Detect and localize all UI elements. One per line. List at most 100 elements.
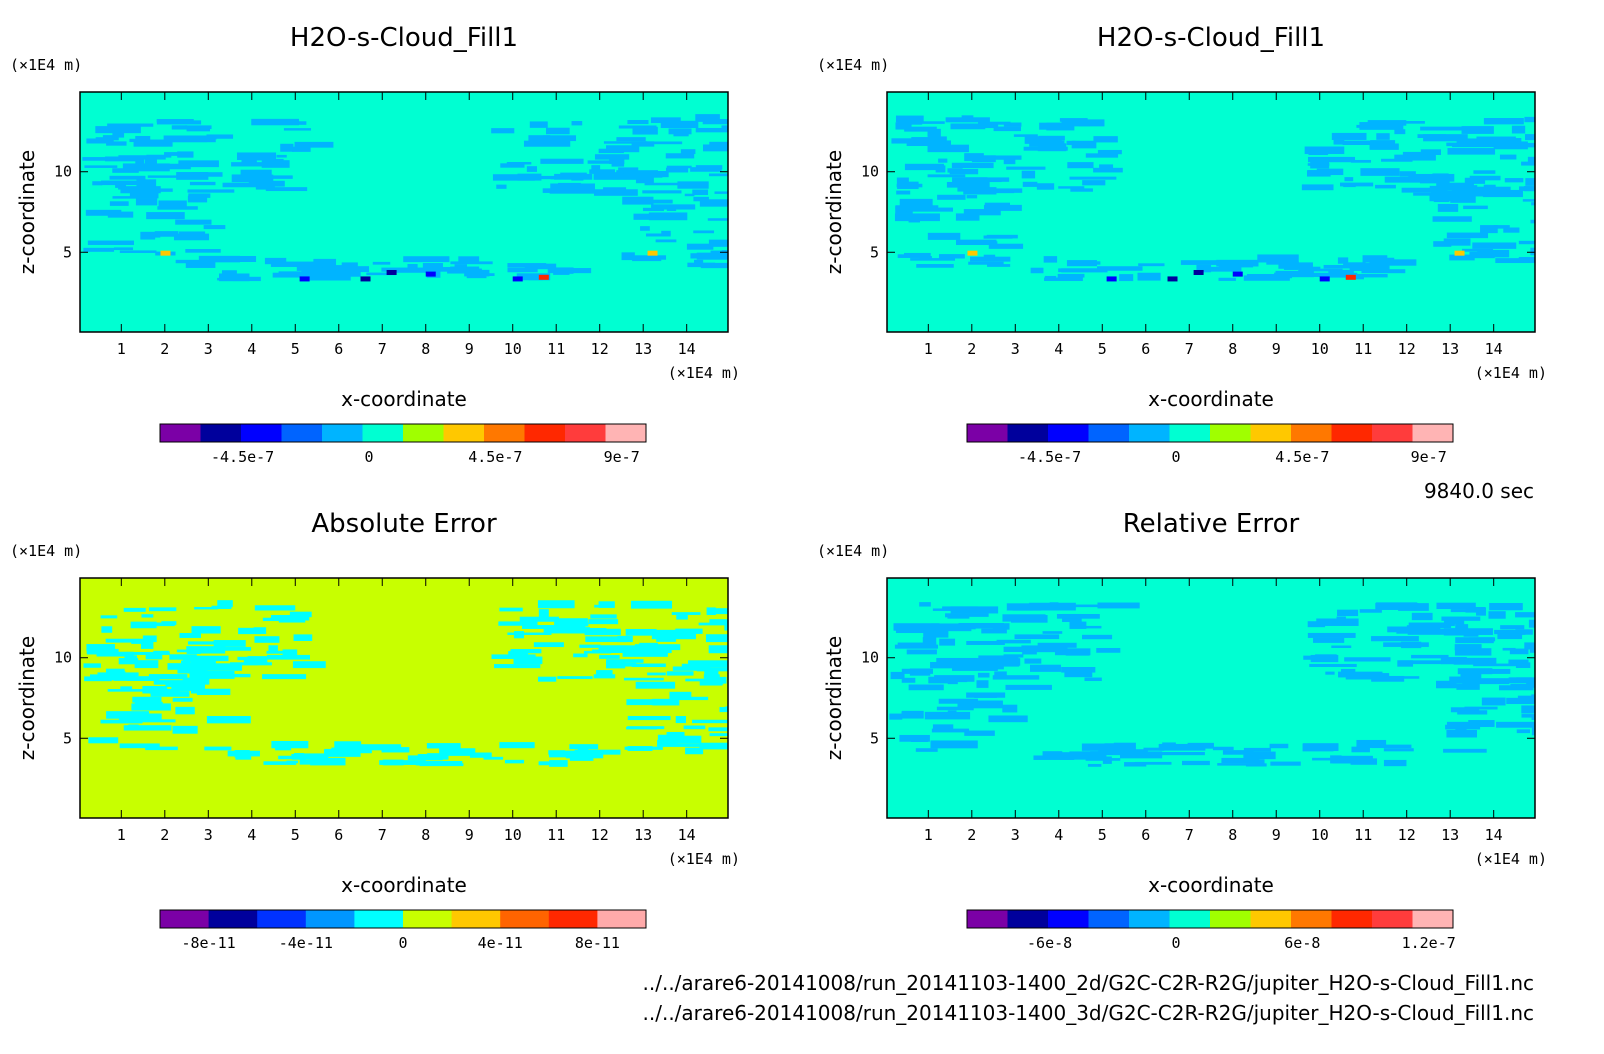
- x-tick-label: 6: [334, 826, 343, 844]
- field-blob: [706, 607, 716, 616]
- field-blob: [1312, 757, 1333, 761]
- field-blob: [211, 605, 232, 609]
- field-blob: [690, 253, 710, 259]
- field-blob: [1058, 268, 1103, 273]
- field-blob: [272, 272, 318, 278]
- x-tick-label: 14: [1485, 826, 1503, 844]
- field-blob: [1361, 269, 1406, 274]
- field-blob: [305, 273, 351, 281]
- field-blob: [1411, 612, 1433, 621]
- x-tick-label: 3: [1011, 826, 1020, 844]
- field-blob: [896, 177, 909, 184]
- field-blob: [1307, 632, 1356, 638]
- field-blob: [1524, 642, 1535, 650]
- field-blob: [672, 666, 705, 671]
- colorbar-swatch: [565, 424, 606, 442]
- field-blob: [403, 256, 450, 263]
- colorbar-swatch: [257, 910, 307, 928]
- field-blob: [908, 684, 944, 691]
- field-blob: [919, 256, 932, 260]
- field-blob: [119, 250, 157, 253]
- field-blob: [422, 263, 443, 271]
- x-tick-label: 7: [1185, 826, 1194, 844]
- field-blob: [1525, 134, 1535, 141]
- field-blob: [695, 114, 720, 122]
- field-blob: [927, 128, 941, 137]
- field-blob: [267, 654, 311, 660]
- field-blob: [1393, 120, 1425, 124]
- field-blob: [458, 256, 480, 264]
- field-blob: [1104, 743, 1118, 750]
- field-blob: [172, 725, 198, 734]
- field-blob: [198, 255, 241, 263]
- field-blob: [175, 259, 200, 264]
- plot-frame: [79, 91, 729, 333]
- colorbar-swatch: [1210, 910, 1251, 928]
- field-blob: [1384, 176, 1423, 183]
- colorbar-tick-label: 0: [398, 934, 407, 952]
- field-blob: [1469, 637, 1496, 642]
- field-blob: [134, 660, 159, 669]
- field-spot: [1193, 269, 1204, 275]
- plot-area: [80, 92, 728, 332]
- colorbar-swatch: [443, 424, 485, 442]
- field-blob: [696, 252, 728, 260]
- x-tick-label: 2: [160, 340, 169, 358]
- field-blob: [330, 269, 361, 277]
- field-blob: [1446, 729, 1477, 738]
- field-blob: [1316, 618, 1359, 626]
- field-blob: [1064, 671, 1093, 678]
- field-blob: [1307, 170, 1318, 173]
- colorbar-swatch: [403, 910, 453, 928]
- colorbar-swatch: [1169, 424, 1211, 442]
- field-blob: [677, 181, 709, 189]
- x-tick-label: 13: [1441, 340, 1459, 358]
- field-blob: [268, 645, 278, 652]
- x-tick-label: 9: [1272, 340, 1281, 358]
- field-blob: [647, 672, 666, 676]
- field-blob: [83, 247, 115, 252]
- field-blob: [247, 154, 276, 161]
- field-blob: [1521, 714, 1535, 718]
- field-blob: [899, 198, 933, 207]
- field-blob: [500, 163, 525, 168]
- field-blob: [1097, 602, 1140, 609]
- field-blob: [657, 739, 678, 746]
- field-blob: [1521, 161, 1535, 166]
- field-blob: [657, 734, 675, 740]
- field-blob: [188, 641, 224, 645]
- y-tick-label: 5: [870, 729, 879, 747]
- field-blob: [1387, 626, 1413, 633]
- field-blob: [86, 644, 116, 651]
- field-blob: [963, 187, 997, 195]
- field-blob: [127, 676, 160, 681]
- field-blob: [1307, 621, 1326, 628]
- field-blob: [919, 602, 931, 607]
- field-blob: [719, 707, 728, 713]
- field-blob: [591, 165, 601, 173]
- field-blob: [1309, 663, 1357, 667]
- field-blob: [891, 138, 917, 144]
- field-blob: [1432, 173, 1449, 181]
- field-blob: [222, 182, 265, 188]
- field-blob: [1113, 742, 1136, 751]
- field-blob: [650, 117, 681, 124]
- field-blob: [1436, 602, 1476, 610]
- field-blob: [1449, 254, 1475, 261]
- field-blob: [1394, 154, 1436, 161]
- field-blob: [579, 644, 601, 648]
- field-blob: [683, 725, 706, 730]
- field-blob: [1350, 159, 1372, 163]
- field-blob: [589, 169, 615, 174]
- x-tick-label: 4: [1054, 826, 1063, 844]
- field-blob: [1098, 748, 1132, 754]
- field-blob: [1310, 272, 1358, 277]
- field-blob: [1221, 757, 1260, 764]
- field-blob: [996, 639, 1031, 644]
- field-blob: [1515, 612, 1535, 618]
- field-blob: [927, 232, 961, 240]
- field-blob: [498, 621, 538, 626]
- field-blob: [436, 267, 452, 272]
- colorbar-swatch: [354, 910, 404, 928]
- field-blob: [1069, 176, 1117, 180]
